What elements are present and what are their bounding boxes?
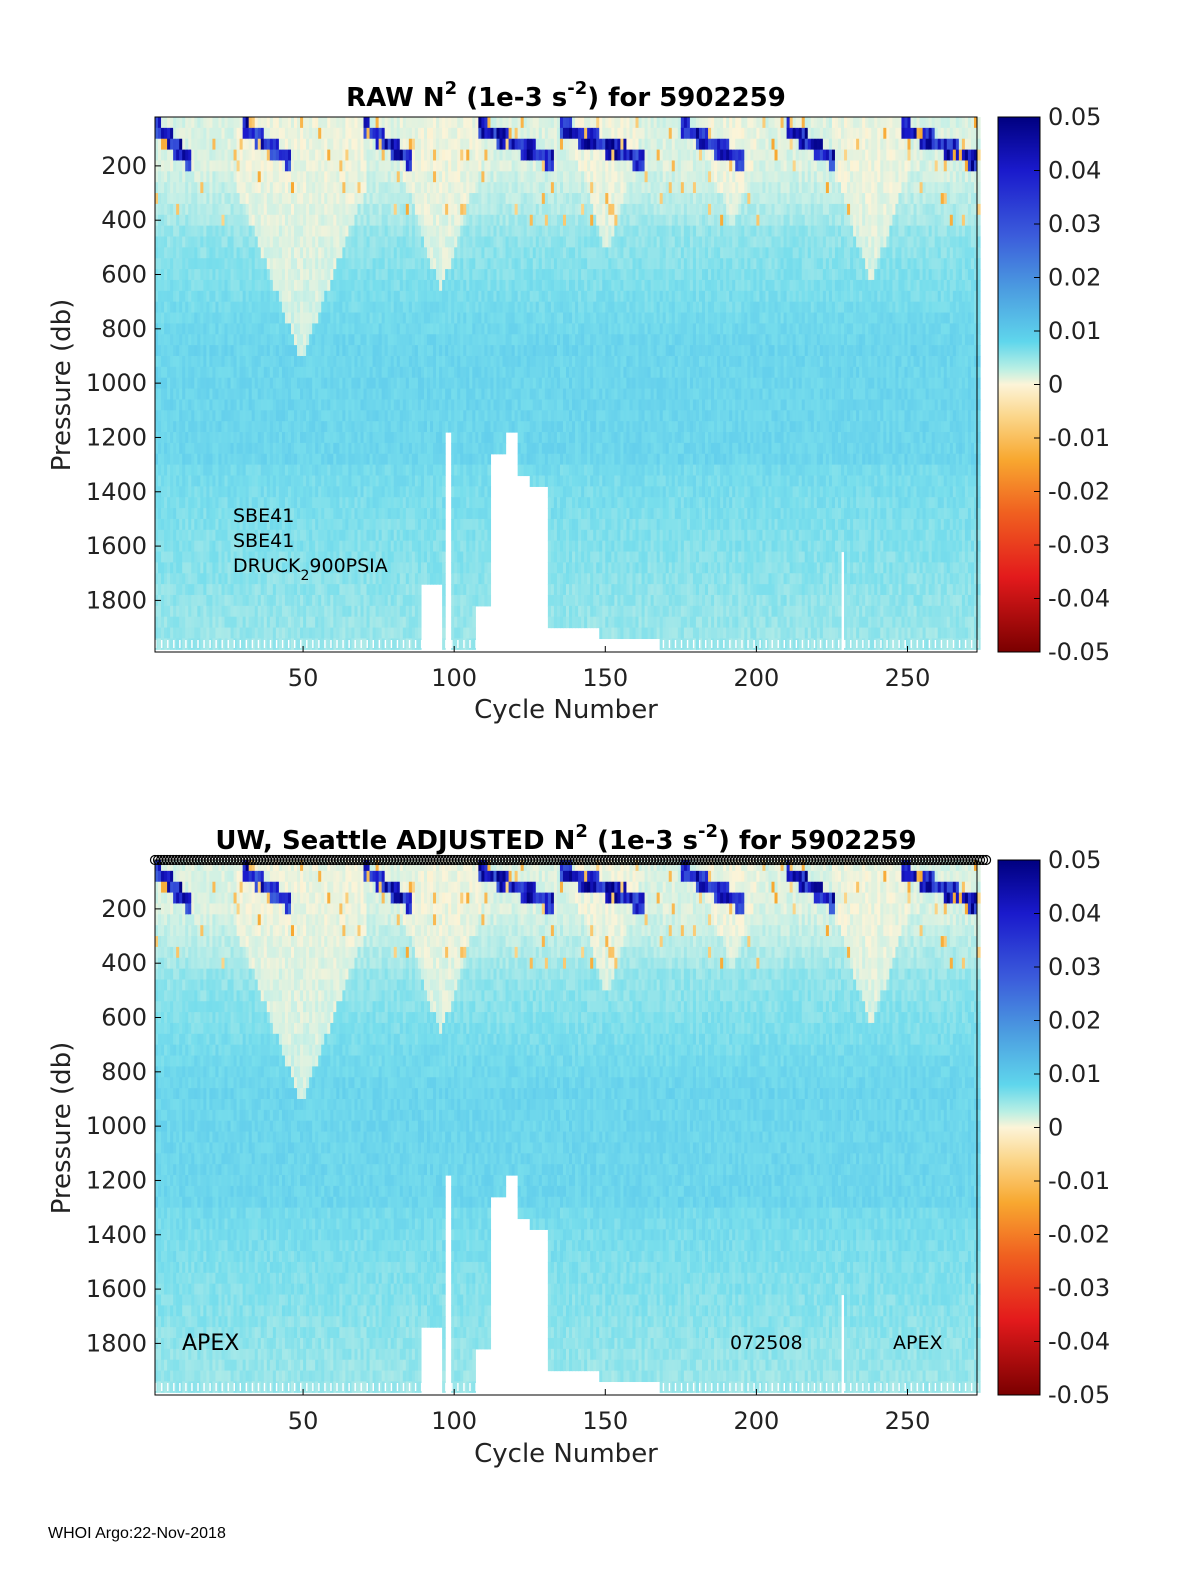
raw-heat-cell [442, 486, 446, 497]
raw-title: RAW N2 (1e-3 s-2) for 5902259 [346, 78, 786, 113]
raw-heat-cell [442, 573, 446, 584]
raw-heat-cell [418, 617, 422, 628]
raw-heat-cell [442, 606, 446, 617]
raw-heat-cell [442, 432, 446, 443]
raw-heat-cell [442, 454, 446, 465]
raw-heat-cell [442, 519, 446, 530]
raw-heat-cell [418, 628, 422, 639]
raw-heat-cell [442, 497, 446, 508]
raw-n2-panel: RAW N2 (1e-3 s-2) for 5902259 2004006008… [47, 78, 1110, 725]
raw-heat-cell [442, 617, 446, 628]
raw-heat-cell [418, 584, 422, 595]
raw-heat-cell [418, 606, 422, 617]
raw-heat-cell [442, 628, 446, 639]
raw-heat-cell [442, 530, 446, 541]
raw-heat-cell [418, 595, 422, 606]
raw-heat-cell [442, 584, 446, 595]
raw-heat-cell [442, 465, 446, 476]
raw-heat-cell [442, 508, 446, 519]
raw-heat-cell [442, 541, 446, 552]
raw-heat-cell [442, 552, 446, 563]
raw-heat-cell [442, 562, 446, 573]
raw-heat-cell [442, 595, 446, 606]
raw-heat-cell [442, 475, 446, 486]
raw-heat-cell [442, 443, 446, 454]
